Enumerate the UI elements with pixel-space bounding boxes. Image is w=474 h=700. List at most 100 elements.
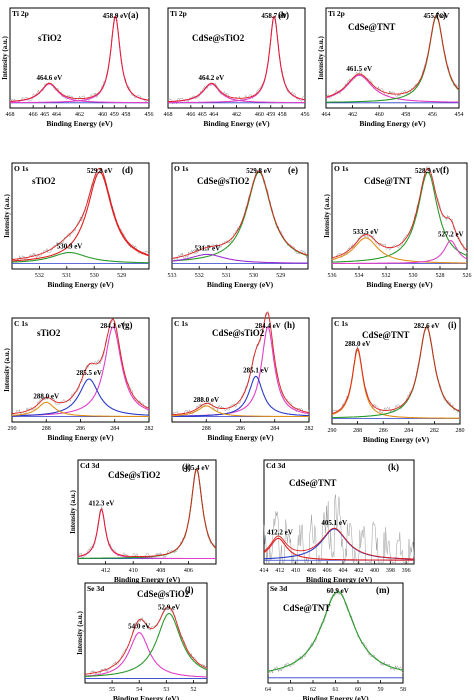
peak-label: 288.0 eV	[33, 392, 59, 400]
peak-label: 464.2 eV	[199, 74, 225, 82]
plot-frame	[331, 317, 461, 425]
element-label: C 1s	[14, 319, 28, 328]
fit-component-line	[77, 508, 216, 560]
peak-label: 412.3 eV	[89, 499, 115, 507]
x-tick-label: 458	[401, 112, 410, 118]
panel-b: 468 466 465 464 462 460 459 458 456 464.2 eV 458.7…	[164, 7, 310, 128]
panel-label: (j)	[182, 462, 191, 472]
panel-label: (b)	[278, 10, 289, 20]
x-tick-label: 400	[370, 568, 379, 574]
sample-label: CdSe@sTiO2	[212, 328, 265, 338]
x-tick-label: 532	[35, 273, 44, 279]
x-tick-label: 460	[98, 112, 107, 118]
x-tick-label: 531	[62, 273, 71, 279]
x-tick-label: 533	[168, 273, 177, 279]
panel-label: (a)	[128, 10, 139, 20]
x-tick-label: 406	[323, 568, 332, 574]
sample-label: CdSe@sTiO2	[197, 176, 250, 186]
x-axis-label: Binding Energy (eV)	[203, 119, 270, 128]
peak-label: 458.9 eV	[103, 12, 129, 20]
peak-label: 533.5 eV	[353, 228, 379, 236]
element-label: Ti 2p	[170, 9, 187, 18]
plot-frame	[263, 459, 415, 565]
x-tick-label: 460	[375, 112, 384, 118]
element-label: C 1s	[174, 319, 188, 328]
x-tick-label: 458	[121, 112, 130, 118]
x-tick-label: 530	[249, 273, 258, 279]
x-tick-label: 459	[266, 112, 275, 118]
x-tick-label: 54	[136, 687, 142, 693]
y-axis-label: Intensity (a.u.)	[323, 193, 331, 237]
plot-frame	[9, 7, 150, 109]
x-tick-label: 408	[156, 568, 165, 574]
panel-h: 288 286 284 282 284.4 eV 285.1 eV 288.0 eV C 1s…	[171, 311, 314, 442]
peak-label: 527.2 eV	[438, 231, 464, 239]
peak-label: 461.5 eV	[346, 65, 372, 73]
fit-component-line	[12, 171, 150, 262]
fit-envelope-line	[11, 167, 150, 260]
x-tick-label: 460	[255, 112, 264, 118]
x-axis-label: Binding Energy (eV)	[114, 575, 181, 584]
fit-envelope-line	[331, 326, 461, 415]
x-tick-label: 462	[232, 112, 241, 118]
fit-component-line	[172, 405, 309, 418]
peak-label: 405.1 eV	[321, 519, 347, 527]
x-tick-label: 288	[202, 426, 211, 432]
x-tick-label: 64	[265, 687, 271, 693]
x-tick-label: 284	[270, 426, 279, 432]
fit-envelope-line	[172, 312, 310, 416]
panel-label: (g)	[122, 320, 133, 330]
panel-label: (d)	[122, 165, 133, 175]
x-tick-label: 284	[404, 428, 413, 434]
panel-j: 412 410 408 406 412.3 eV 405.4 eV Cd 3d CdSe@sT…	[69, 459, 217, 584]
x-tick-label: 465	[40, 112, 49, 118]
x-tick-label: 398	[386, 568, 395, 574]
peak-label: 531.7 eV	[195, 244, 221, 252]
sample-label: CdSe@sTiO2	[137, 589, 190, 599]
panel-f: 536 534 532 530 528 526 528.9 eV 533.5 eV 527.2 …	[323, 162, 472, 289]
panel-g: 290 288 286 284 282 284.1 eV 285.5 eV 288.0 eV C…	[3, 317, 154, 442]
x-tick-label: 396	[402, 568, 411, 574]
sample-label: CdSe@TNT	[364, 176, 411, 186]
y-axis-label: Intensity (a.u.)	[1, 35, 9, 79]
y-axis-label: Intensity (a.u.)	[3, 193, 11, 237]
fit-component-line	[168, 16, 306, 104]
raw-spectrum-line	[168, 15, 306, 105]
peak-label: 60.9 eV	[327, 587, 349, 595]
peak-label: 54.0 eV	[128, 623, 150, 631]
plot-frame	[325, 7, 460, 109]
panel-e: 533 532 531 530 529 529.8 eV 531.7 eV O 1s CdSe@…	[168, 162, 309, 289]
sample-label: sTiO2	[32, 176, 56, 186]
panel-label: (i)	[448, 320, 457, 330]
x-axis-label: Binding Energy (eV)	[359, 119, 426, 128]
fit-component-line	[10, 16, 150, 104]
fit-envelope-line	[331, 167, 468, 259]
fit-component-line	[12, 252, 149, 264]
raw-spectrum-line	[331, 166, 468, 261]
x-tick-label: 62	[310, 687, 316, 693]
peak-label: 288.0 eV	[193, 396, 219, 404]
sample-label: CdSe@TNT	[283, 603, 330, 613]
sample-label: CdSe@sTiO2	[192, 33, 245, 43]
y-axis-label: Intensity (a.u.)	[3, 347, 11, 391]
x-tick-label: 282	[145, 426, 154, 432]
x-tick-label: 456	[428, 112, 437, 118]
element-label: Ti 2p	[328, 9, 345, 18]
x-tick-label: 464	[209, 112, 218, 118]
x-tick-label: 60	[355, 687, 361, 693]
fit-component-line	[12, 401, 149, 418]
x-tick-label: 531	[222, 273, 231, 279]
x-axis-label: Binding Energy (eV)	[366, 280, 433, 289]
x-tick-label: 529	[117, 273, 126, 279]
x-axis-label: Binding Energy (eV)	[306, 575, 373, 584]
fit-component-line	[267, 591, 404, 672]
fit-envelope-line	[77, 468, 217, 558]
fit-component-line	[263, 537, 414, 561]
fit-envelope-line	[84, 606, 208, 675]
panel-k: 414 412 410 408 406 404 402 400 398 396 412.2 eV 40…	[260, 459, 415, 584]
x-tick-label: 53	[163, 687, 169, 693]
x-tick-label: 58	[400, 687, 406, 693]
panel-label: (l)	[185, 585, 194, 595]
panel-label: (f)	[440, 165, 449, 175]
